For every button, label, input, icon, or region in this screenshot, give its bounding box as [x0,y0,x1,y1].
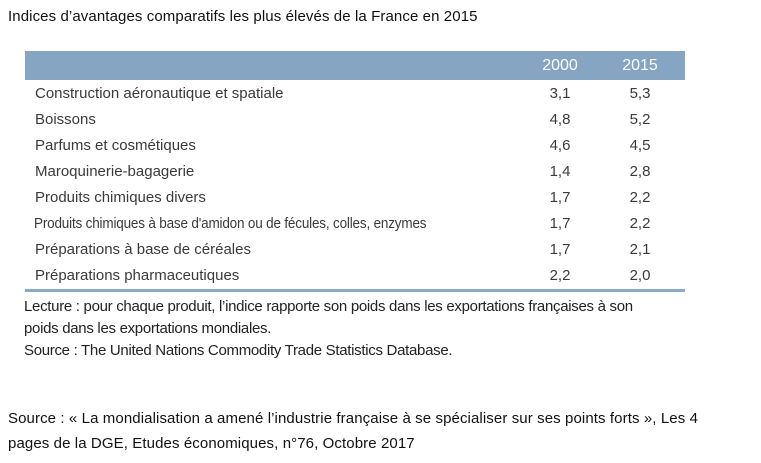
row-value-2000: 1,7 [549,240,571,258]
table-row: Produits chimiques divers 1,7 2,2 [25,184,685,210]
row-label: Boissons [35,110,96,128]
row-value-2015: 5,2 [629,110,651,128]
row-value-2000: 3,1 [549,84,571,102]
row-value-2000: 1,7 [549,214,571,232]
row-value-2015: 2,2 [629,214,651,232]
row-value-2000: 2,2 [549,266,571,284]
row-label: Construction aéronautique et spatiale [35,84,284,102]
footer-source-line: Source : « La mondialisation a amené l’i… [8,410,699,427]
row-label: Préparations à base de céréales [35,240,251,258]
page-title: Indices d’avantages comparatifs les plus… [8,8,478,25]
row-label: Maroquinerie-bagagerie [35,162,195,180]
table-row: Produits chimiques à base d'amidon ou de… [25,210,685,236]
row-value-2015: 4,5 [629,136,651,154]
row-value-2015: 2,0 [629,266,651,284]
row-value-2015: 2,8 [629,162,651,180]
lecture-note-line: Lecture : pour chaque produit, l’indice … [24,298,633,315]
row-label: Produits chimiques divers [35,188,206,206]
table-source-note: Source : The United Nations Commodity Tr… [24,342,453,359]
table-row: Construction aéronautique et spatiale 3,… [25,80,685,106]
row-value-2000: 4,6 [549,136,571,154]
row-label: Préparations pharmaceutiques [35,266,240,284]
table-row: Boissons 4,8 5,2 [25,106,685,132]
footer-source-line: pages de la DGE, Etudes économiques, n°7… [8,435,415,452]
footer-source: Source : « La mondialisation a amené l’i… [8,406,753,456]
row-label: Produits chimiques à base d'amidon ou de… [34,214,427,232]
table-row: Préparations pharmaceutiques 2,2 2,0 [25,262,685,288]
column-header-2000: 2000 [542,56,578,74]
row-value-2015: 2,2 [629,188,651,206]
row-value-2015: 2,1 [629,240,651,258]
column-header-2015: 2015 [622,56,658,74]
table-bottom-rule [25,289,685,292]
row-value-2000: 1,7 [549,188,571,206]
row-value-2000: 4,8 [549,110,571,128]
lecture-note-line: poids dans les exportations mondiales. [24,320,272,337]
table-header-row: 2000 2015 [25,51,685,80]
table-row: Maroquinerie-bagagerie 1,4 2,8 [25,158,685,184]
row-value-2000: 1,4 [549,162,571,180]
table-notes: Lecture : pour chaque produit, l’indice … [24,296,704,362]
row-label: Parfums et cosmétiques [35,136,196,154]
table-row: Préparations à base de céréales 1,7 2,1 [25,236,685,262]
comparative-advantage-table: 2000 2015 Construction aéronautique et s… [25,51,685,292]
table-row: Parfums et cosmétiques 4,6 4,5 [25,132,685,158]
row-value-2015: 5,3 [629,84,651,102]
